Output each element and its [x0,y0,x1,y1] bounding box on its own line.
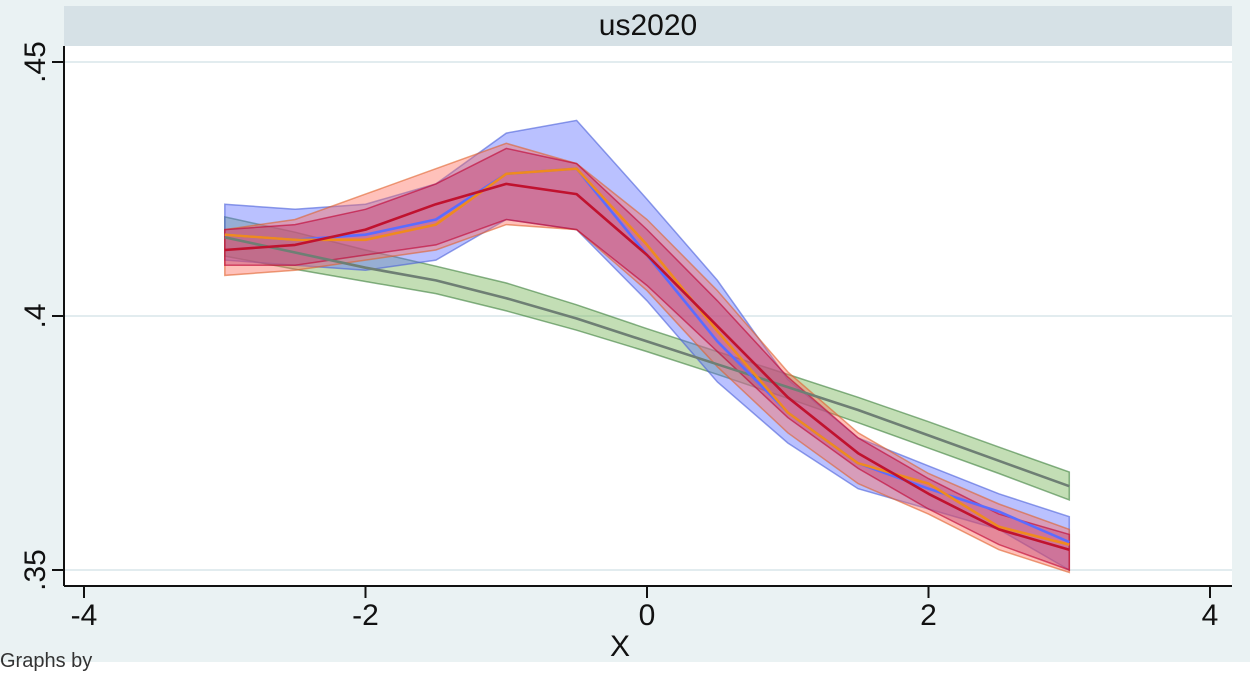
x-axis-title: X [610,630,630,662]
y-tick-label-0: .35 [19,549,52,591]
series-line-2 [224,167,1070,546]
y-tick-label-2: .45 [19,41,52,83]
series-line-0 [224,236,1070,488]
series-line-3 [224,182,1070,551]
panel-title-strip: us2020 [64,6,1232,46]
gridlines [64,61,1232,571]
chart-title: us2020 [598,9,698,42]
ci-band-0 [224,215,1071,501]
axes [52,46,1232,598]
series-lines [224,167,1070,551]
x-tick-label-1: -2 [352,599,379,632]
ci-band-2 [224,142,1071,574]
y-tick-label-1: .4 [19,303,52,328]
x-tick-label-3: 2 [920,599,937,632]
x-tick-label-2: 0 [639,599,656,632]
x-tick-label-0: -4 [71,599,98,632]
x-tick-label-4: 4 [1202,599,1219,632]
tick-labels: -4 -2 0 2 4 .35 .4 .45 X [19,41,1218,662]
